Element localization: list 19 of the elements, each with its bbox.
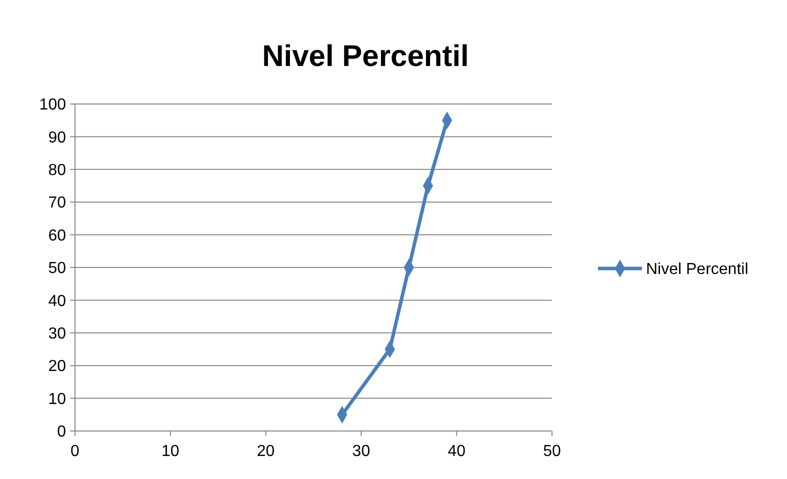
y-tick-label: 100 <box>39 96 66 114</box>
y-tick-label: 80 <box>48 162 66 179</box>
x-tick-label: 30 <box>352 443 370 460</box>
x-tick-label: 50 <box>543 443 561 460</box>
x-tick-label: 10 <box>162 443 180 460</box>
y-tick-label: 30 <box>48 326 66 342</box>
y-tick-label: 60 <box>48 227 66 244</box>
x-tick-label: 40 <box>448 443 466 460</box>
y-tick-label: 50 <box>48 260 66 278</box>
y-tick-label: 40 <box>48 292 66 310</box>
y-tick-label: 70 <box>48 194 66 212</box>
chart-title: Nivel Percentil <box>262 40 469 73</box>
x-tick-label: 20 <box>256 443 275 460</box>
x-tick-label: 0 <box>70 443 80 460</box>
y-tick-label: 20 <box>48 358 66 376</box>
y-tick-label: 10 <box>48 390 66 408</box>
legend-label: Nivel Percentil <box>646 261 748 278</box>
y-tick-label: 0 <box>57 424 66 441</box>
y-tick-label: 90 <box>48 129 66 146</box>
